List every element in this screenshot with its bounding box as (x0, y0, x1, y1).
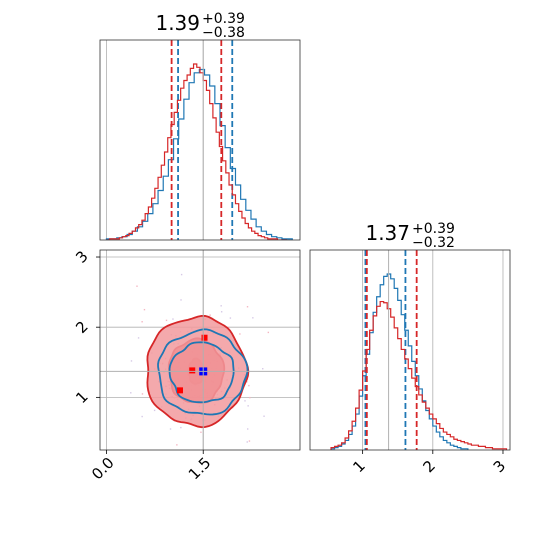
y-tick-label: 3 (72, 247, 91, 266)
peak-marker-red (177, 387, 183, 394)
sample-point (248, 384, 250, 387)
sample-point (246, 306, 249, 308)
sample-point (247, 405, 249, 407)
sample-point (239, 333, 241, 335)
sample-point (246, 441, 248, 443)
sample-point (153, 409, 156, 412)
top-hist-series-1 (106, 63, 288, 240)
sample-point (228, 326, 230, 329)
grid-top (106, 40, 204, 240)
blue-contour-level-1 (168, 341, 235, 404)
title-param-2-upper: +0.39 (412, 221, 455, 237)
y-tick-label: 2 (72, 317, 91, 336)
sample-point (248, 440, 251, 442)
sample-point (130, 392, 132, 394)
title-param-1-lower: −0.38 (202, 25, 245, 41)
right-x-tick-label: 3 (490, 457, 509, 476)
title-param-1-upper: +0.39 (202, 11, 245, 27)
sample-point (172, 318, 174, 320)
sample-point (252, 317, 254, 319)
sample-point (176, 444, 178, 446)
axes-frame-top (99, 39, 301, 241)
sample-point (244, 400, 246, 402)
title-param-2-lower: −0.32 (412, 235, 455, 251)
axes-frame-right (309, 249, 511, 451)
sample-point (180, 273, 183, 276)
marginal-histogram-param-1: 1.39 +0.39 −0.38 (99, 11, 301, 241)
title-param-2-value: 1.37 (365, 221, 410, 245)
sample-point (141, 415, 143, 418)
sample-point (136, 285, 138, 287)
sample-point (262, 368, 264, 370)
sample-point (263, 415, 265, 417)
sample-point (200, 431, 202, 433)
sample-point (220, 305, 222, 307)
top-hist-series-0 (105, 68, 293, 240)
sample-point (209, 314, 211, 316)
title-param-1-value: 1.39 (155, 11, 200, 35)
sample-point (143, 308, 146, 311)
right-hist-series-1 (330, 300, 508, 450)
blue-contour-level-0 (157, 328, 249, 416)
sample-point (180, 299, 182, 301)
peak-marker-red (201, 334, 208, 341)
sample-point (267, 331, 270, 334)
axes-frame-2d (99, 249, 301, 451)
peak-marker-red (189, 367, 196, 374)
x-tick-label: 0.0 (88, 454, 118, 484)
density-2d-panel: 0.0 1.5 1 2 3 (72, 247, 301, 484)
sample-point (249, 396, 251, 399)
right-x-tick-label: 2 (420, 457, 439, 476)
sample-point (141, 393, 144, 395)
sample-point (220, 311, 223, 313)
right-x-tick-label: 1 (349, 457, 368, 476)
sample-point (118, 474, 119, 475)
sample-point (246, 381, 248, 383)
x-tick-label: 1.5 (185, 454, 215, 484)
sample-point (246, 428, 249, 430)
sample-point (180, 426, 182, 429)
sample-point (169, 428, 172, 430)
sample-point (165, 319, 168, 322)
sample-point (137, 337, 140, 339)
sample-point (141, 321, 143, 323)
sample-point (229, 317, 232, 319)
title-param-1: 1.39 (155, 11, 200, 35)
sample-point (130, 360, 133, 362)
marginal-histogram-param-2: 1.37 +0.39 −0.32 1 2 3 (309, 221, 511, 476)
y-tick-label: 1 (72, 388, 91, 407)
